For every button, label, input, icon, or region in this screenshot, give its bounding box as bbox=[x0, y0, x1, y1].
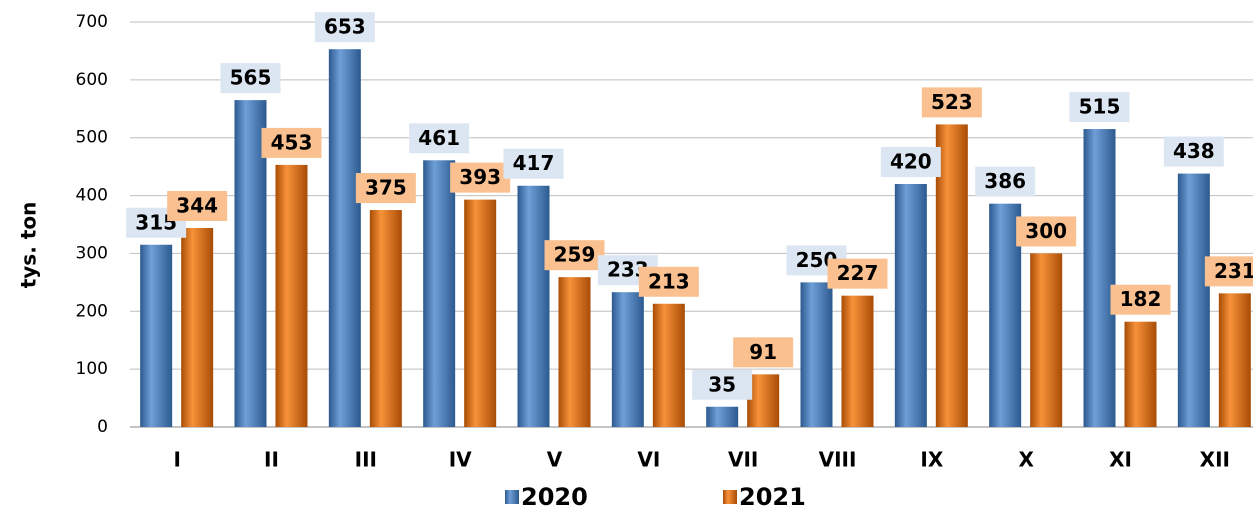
bar bbox=[275, 164, 308, 427]
x-tick-label: II bbox=[264, 448, 279, 472]
bar bbox=[1177, 173, 1210, 427]
bar bbox=[181, 227, 214, 427]
x-tick-label: VII bbox=[728, 448, 758, 472]
y-tick-label: 500 bbox=[76, 128, 108, 148]
bar bbox=[328, 49, 361, 427]
bar bbox=[800, 282, 833, 427]
legend-label: 2021 bbox=[739, 483, 806, 509]
data-label: 417 bbox=[513, 151, 555, 175]
x-tick-label: VI bbox=[637, 448, 660, 472]
data-label-box bbox=[1204, 256, 1253, 287]
bar bbox=[935, 124, 968, 428]
data-label-box bbox=[827, 258, 888, 289]
x-tick-label: I bbox=[173, 448, 180, 472]
data-label-box bbox=[220, 63, 281, 94]
bar bbox=[234, 100, 267, 427]
data-label-box bbox=[921, 87, 982, 118]
bar bbox=[652, 303, 685, 427]
bar bbox=[611, 292, 644, 427]
x-tick-label: IV bbox=[449, 448, 472, 472]
y-axis-label: tys. ton bbox=[17, 202, 41, 289]
data-label: 565 bbox=[230, 66, 272, 90]
data-label-box bbox=[1163, 136, 1224, 167]
bar bbox=[140, 244, 173, 427]
data-label: 515 bbox=[1079, 95, 1121, 119]
data-label: 35 bbox=[708, 372, 736, 396]
data-label: 523 bbox=[931, 90, 973, 114]
bar bbox=[464, 199, 497, 427]
y-tick-label: 400 bbox=[76, 186, 108, 206]
x-tick-label: III bbox=[355, 448, 377, 472]
y-tick-label: 100 bbox=[76, 359, 108, 379]
data-label-box bbox=[1016, 216, 1077, 247]
data-label-box bbox=[314, 12, 375, 43]
data-label: 386 bbox=[984, 169, 1026, 193]
data-label: 653 bbox=[324, 15, 366, 39]
y-tick-label: 200 bbox=[76, 301, 108, 321]
data-label: 231 bbox=[1214, 259, 1253, 283]
data-label-box bbox=[355, 173, 416, 204]
bar bbox=[558, 277, 591, 427]
data-label-box bbox=[544, 240, 605, 271]
bar bbox=[1030, 253, 1063, 427]
legend-swatch bbox=[723, 490, 737, 504]
data-label-box bbox=[880, 147, 941, 177]
x-tick-label: XI bbox=[1109, 448, 1132, 472]
data-label: 393 bbox=[459, 165, 501, 189]
bar bbox=[369, 210, 402, 427]
data-label: 344 bbox=[176, 193, 218, 217]
x-tick-label: X bbox=[1018, 448, 1034, 472]
bar bbox=[747, 374, 780, 427]
x-tick-label: IX bbox=[920, 448, 943, 472]
y-tick-label: 700 bbox=[76, 12, 108, 32]
data-label-box bbox=[692, 369, 753, 400]
bar bbox=[989, 203, 1022, 427]
data-label: 453 bbox=[271, 130, 313, 154]
data-label-box bbox=[409, 123, 470, 154]
data-label-box bbox=[450, 162, 511, 193]
bar bbox=[1124, 321, 1157, 427]
bar bbox=[1218, 293, 1251, 427]
data-label: 438 bbox=[1173, 139, 1215, 163]
data-label: 420 bbox=[890, 150, 932, 174]
x-tick-label: VIII bbox=[819, 448, 857, 472]
x-tick-label: XII bbox=[1200, 448, 1230, 472]
data-label: 259 bbox=[554, 243, 596, 267]
data-label-box bbox=[167, 190, 228, 221]
data-label-box bbox=[638, 266, 699, 297]
data-label: 461 bbox=[418, 126, 460, 150]
legend-swatch bbox=[505, 490, 519, 504]
data-label-box bbox=[1110, 284, 1171, 315]
bar bbox=[894, 184, 927, 427]
data-label: 91 bbox=[749, 340, 777, 364]
y-tick-label: 600 bbox=[76, 70, 108, 90]
data-label-box bbox=[503, 148, 564, 179]
legend-label: 2020 bbox=[521, 483, 588, 509]
bar bbox=[706, 406, 739, 427]
bar bbox=[841, 295, 874, 427]
bar bbox=[1083, 129, 1116, 428]
data-label: 213 bbox=[648, 269, 690, 293]
data-label: 227 bbox=[837, 261, 879, 285]
data-label-box bbox=[1069, 92, 1130, 123]
data-label: 375 bbox=[365, 176, 407, 200]
bar bbox=[423, 160, 456, 427]
data-label-box bbox=[733, 337, 794, 368]
data-label: 182 bbox=[1120, 287, 1162, 311]
x-tick-label: V bbox=[547, 448, 563, 472]
data-label-box bbox=[261, 127, 322, 158]
bar bbox=[517, 185, 550, 427]
data-label-box bbox=[975, 166, 1036, 197]
y-tick-label: 300 bbox=[76, 243, 108, 263]
y-tick-label: 0 bbox=[97, 417, 108, 437]
data-label: 300 bbox=[1025, 219, 1067, 243]
